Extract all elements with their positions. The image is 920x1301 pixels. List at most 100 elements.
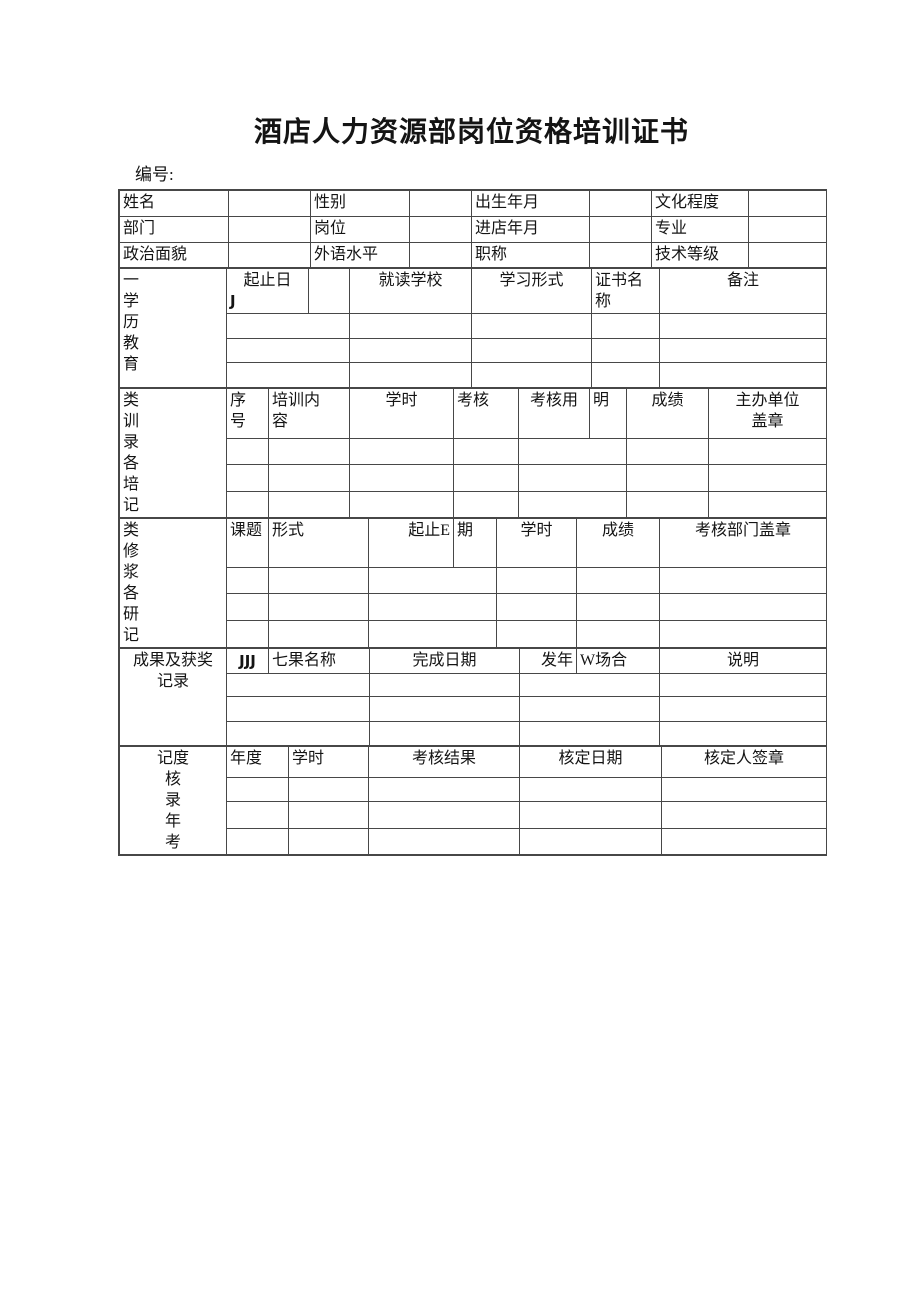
empty-cell <box>368 592 497 621</box>
empty-cell <box>661 801 827 829</box>
empty-cell <box>226 673 370 697</box>
value-hire-date-empty <box>589 216 652 243</box>
label-education-level: 文化程度 <box>651 190 749 217</box>
empty-cell <box>453 437 519 466</box>
label-professional-title: 职称 <box>471 242 590 268</box>
empty-cell <box>226 437 269 466</box>
header-date-range-start: 起止E <box>368 518 454 568</box>
empty-cell <box>226 827 289 856</box>
empty-cell <box>591 338 660 363</box>
empty-cell <box>268 464 350 492</box>
annual-assessment-table: 记度 核 录 年 考 年度 学时 考核结果 核定日期 核定人签章 <box>119 746 827 856</box>
empty-cell <box>349 437 454 466</box>
empty-cell <box>268 566 369 594</box>
section-stub-education: 一 学 历 教 育 <box>119 268 227 388</box>
empty-cell <box>288 776 369 803</box>
header-dept-seal: 考核部门盖章 <box>659 518 827 568</box>
header-ming-fragment: 明 <box>589 388 627 439</box>
empty-cell <box>349 313 472 339</box>
empty-cell <box>268 619 369 649</box>
value-technical-grade-empty <box>748 242 827 268</box>
header-occasion-part2: W场合 <box>576 648 660 674</box>
empty-cell <box>496 592 577 621</box>
empty-cell <box>496 566 577 594</box>
empty-cell <box>226 696 370 722</box>
achievements-table: 成果及获奖 记录 JJJ 七果名称 完成日期 发年 W场合 说明 <box>119 648 827 746</box>
empty-cell <box>226 313 350 339</box>
empty-cell <box>288 801 369 829</box>
empty-cell <box>368 566 497 594</box>
value-education-level-empty <box>748 190 827 217</box>
header-occasion-part1: 发年 <box>519 648 577 674</box>
header-remark: 备注 <box>659 268 827 314</box>
header-note: 说明 <box>659 648 827 674</box>
value-department-empty <box>228 216 311 243</box>
empty-cell <box>226 464 269 492</box>
header-date-range: 起止日 J <box>226 268 309 314</box>
header-assessment-result: 考核结果 <box>368 746 520 778</box>
label-foreign-language: 外语水平 <box>310 242 410 268</box>
serial-number-label: 编号: <box>135 165 174 184</box>
page-title: 酒店人力资源部岗位资格培训证书 <box>253 117 689 148</box>
header-date-range-end: 期 <box>453 518 497 568</box>
education-history-table: 一 学 历 教 育 起止日 J 就读学校 学习形式 证书名 称 备注 <box>119 268 827 388</box>
empty-cell <box>349 362 472 388</box>
empty-cell <box>708 464 827 492</box>
empty-cell <box>226 721 370 746</box>
header-year: 年度 <box>226 746 289 778</box>
header-seq-artifact-text: JJJ <box>239 652 256 670</box>
empty-cell <box>591 362 660 388</box>
label-birthdate: 出生年月 <box>471 190 590 217</box>
label-position: 岗位 <box>310 216 410 243</box>
header-class-hours: 学时 <box>349 388 454 439</box>
header-training-content: 培训内 容 <box>268 388 350 439</box>
label-name: 姓名 <box>119 190 229 217</box>
empty-cell <box>659 592 827 621</box>
empty-cell <box>471 338 592 363</box>
header-spacer-cell <box>308 268 350 314</box>
empty-cell <box>349 464 454 492</box>
empty-cell <box>268 592 369 621</box>
header-seq-no: 序 号 <box>226 388 269 439</box>
empty-cell <box>659 721 827 746</box>
empty-cell <box>659 362 827 388</box>
empty-cell <box>576 566 660 594</box>
section-stub-research: 类 修 浆 各 研 记 <box>119 518 227 648</box>
empty-cell <box>369 673 520 697</box>
value-foreign-language-empty <box>409 242 472 268</box>
empty-cell <box>349 338 472 363</box>
value-name-empty <box>228 190 311 217</box>
header-date-range-artifact: J <box>230 292 236 310</box>
label-gender: 性别 <box>310 190 410 217</box>
empty-cell <box>226 619 269 649</box>
empty-cell <box>708 437 827 466</box>
section-stub-annual: 记度 核 录 年 考 <box>119 746 227 855</box>
empty-cell <box>519 673 660 697</box>
empty-cell <box>519 721 660 746</box>
personal-info-table: 姓名 性别 出生年月 文化程度 部门 岗位 进店年月 专业 政治面貌 外语水平 … <box>119 190 827 268</box>
empty-cell <box>226 776 289 803</box>
empty-cell <box>226 338 350 363</box>
empty-cell <box>626 490 709 519</box>
empty-cell <box>368 619 497 649</box>
header-class-hours: 学时 <box>496 518 577 568</box>
empty-cell <box>518 437 627 466</box>
empty-cell <box>368 801 520 829</box>
header-class-hours: 学时 <box>288 746 369 778</box>
empty-cell <box>659 338 827 363</box>
empty-cell <box>591 313 660 339</box>
certificate-form: 姓名 性别 出生年月 文化程度 部门 岗位 进店年月 专业 政治面貌 外语水平 … <box>118 189 827 856</box>
header-completion-date: 完成日期 <box>369 648 520 674</box>
label-department: 部门 <box>119 216 229 243</box>
training-records-table: 类 训 录 各 培 记 序 号 培训内 容 学时 考核 考核用 明 成绩 主办单… <box>119 388 827 519</box>
empty-cell <box>369 696 520 722</box>
research-records-table: 类 修 浆 各 研 记 课题 形式 起止E 期 学时 成绩 考核部门盖章 <box>119 518 827 649</box>
empty-cell <box>659 566 827 594</box>
empty-cell <box>369 721 520 746</box>
empty-cell <box>453 490 519 519</box>
empty-cell <box>576 592 660 621</box>
header-certificate-name: 证书名 称 <box>591 268 660 314</box>
empty-cell <box>661 827 827 856</box>
header-study-form: 学习形式 <box>471 268 592 314</box>
empty-cell <box>659 673 827 697</box>
